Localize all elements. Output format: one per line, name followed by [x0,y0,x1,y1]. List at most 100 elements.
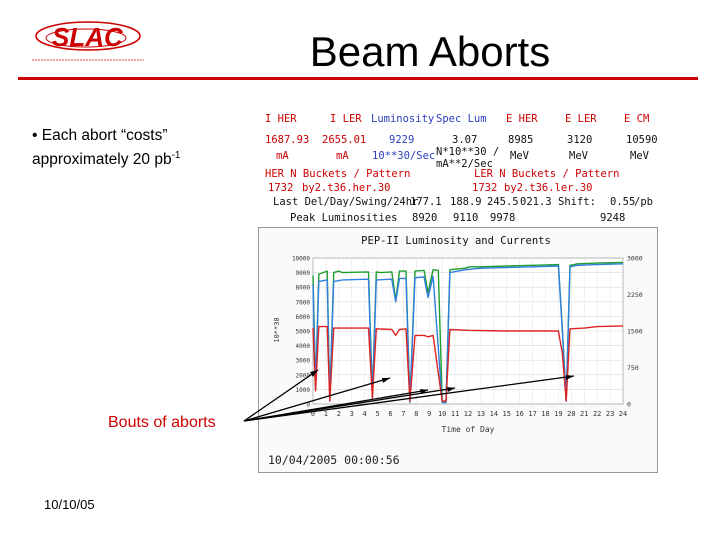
logo-orbit-ring-inner [45,28,127,48]
val-luminosity: 9229 [389,134,415,146]
series-line-blue [312,263,624,404]
x-tick-label: 21 [580,410,588,418]
chart-timestamp: 10/04/2005 00:00:56 [268,453,400,467]
x-tick-label: 1 [324,410,328,418]
unit-e-ler: MeV [569,150,588,162]
peak-2: 9978 [490,212,516,224]
unit-i-ler: mA [336,150,349,162]
y-tick-label-left: 6000 [296,314,311,321]
shift-unit: /pb [634,196,653,208]
hdr-i-her: I HER [265,113,297,125]
y-tick-label-right: 0 [627,401,631,409]
last-del-0: 177.1 [410,196,442,208]
hdr-e-her: E HER [506,113,538,125]
y-tick-label-left: 2000 [296,372,311,379]
peak-label: Peak Luminosities [290,212,398,224]
callout-arrowhead [566,375,574,380]
logo-orbit-ring [35,21,141,51]
y-tick-label-left: 4000 [296,343,311,350]
series-line-red [312,325,624,402]
y-tick-label-left: 5000 [296,329,311,336]
chart-series-group [312,261,624,404]
x-tick-label: 11 [451,410,459,418]
callout-arrowhead [382,378,390,383]
callout-arrows [243,369,575,422]
chart-ticks-group: 0100020003000400050006000700080009000100… [292,255,643,419]
y-tick-label-left: 7000 [296,299,311,306]
y-tick-label-left: 0 [306,402,310,409]
x-axis-label: Time of Day [442,425,495,434]
x-tick-label: 0 [311,410,315,418]
last-del-1: 188.9 [450,196,482,208]
slide-title: Beam Aborts [309,28,551,75]
val-e-cm: 10590 [626,134,658,146]
x-tick-label: 14 [490,410,498,418]
x-tick-label: 19 [554,410,562,418]
val-spec-lum: 3.07 [452,134,478,146]
x-tick-label: 6 [388,410,392,418]
y-axis-label: 10**30 [273,317,281,342]
y-tick-label-right: 1500 [627,328,643,336]
her-buckets: 1732 [268,182,294,194]
y-tick-label-left: 10000 [292,256,310,263]
val-e-her: 8985 [508,134,534,146]
footer-date: 10/10/05 [44,497,95,512]
unit-spec-lum-extra: mA**2/Sec [436,158,493,170]
last-del-label: Last Del/Day/Swing/24hr [273,196,419,208]
shift-value: 0.55 [610,196,636,208]
callout-arrow [243,387,456,422]
callout-arrow [243,369,319,422]
x-tick-label: 15 [503,410,511,418]
bullet-main: • Each abort “costs” approximately 20 pb [32,127,172,169]
her-pattern: by2.t36.her.30 [302,182,391,194]
callout-arrow [243,377,391,422]
shift-label: Shift: [558,196,596,208]
val-i-her: 1687.93 [265,134,310,146]
hdr-i-ler: I LER [330,113,362,125]
callout-arrowhead [420,389,428,394]
x-tick-label: 4 [363,410,367,418]
x-tick-label: 3 [350,410,354,418]
x-tick-label: 24 [619,410,627,418]
x-tick-label: 17 [528,410,536,418]
hdr-e-cm: E CM [624,113,650,125]
hdr-spec-lum: Spec Lum [436,113,487,125]
series-line-green [312,261,624,404]
callout-bouts-of-aborts: Bouts of aborts [108,414,216,431]
unit-spec-lum: N*10**30 / [436,146,500,158]
x-tick-label: 5 [375,410,379,418]
x-tick-label: 7 [401,410,405,418]
x-tick-label: 9 [427,410,431,418]
unit-e-her: MeV [510,150,529,162]
x-tick-label: 18 [541,410,549,418]
y-tick-label-left: 1000 [296,387,311,394]
x-tick-label: 8 [414,410,418,418]
peak-1: 9110 [453,212,479,224]
x-tick-label: 23 [606,410,614,418]
peak-0: 8920 [412,212,438,224]
callout-arrowhead [310,370,318,377]
x-tick-label: 10 [438,410,446,418]
x-tick-label: 12 [464,410,472,418]
y-tick-label-right: 2250 [627,291,643,299]
hdr-luminosity: Luminosity [371,113,435,125]
ler-buckets-label: LER N Buckets / Pattern [474,168,620,180]
logo-text: SLAC [52,22,124,52]
chart-title: PEP-II Luminosity and Currents [361,235,551,247]
last-del-2: 245.5 [487,196,519,208]
x-tick-label: 20 [567,410,575,418]
hdr-e-ler: E LER [565,113,597,125]
unit-e-cm: MeV [630,150,649,162]
x-tick-label: 22 [593,410,601,418]
y-tick-label-left: 8000 [296,285,311,292]
bullet-superscript: -1 [171,150,181,161]
callout-arrowhead [447,387,455,392]
slac-logo: SLAC [32,21,144,61]
last-del-3: 021.3 [520,196,552,208]
x-tick-label: 13 [477,410,485,418]
ler-pattern: by2.t36.ler.30 [504,182,593,194]
title-rule [18,77,698,80]
y-tick-label-left: 3000 [296,358,311,365]
unit-luminosity: 10**30/Sec [372,150,436,162]
